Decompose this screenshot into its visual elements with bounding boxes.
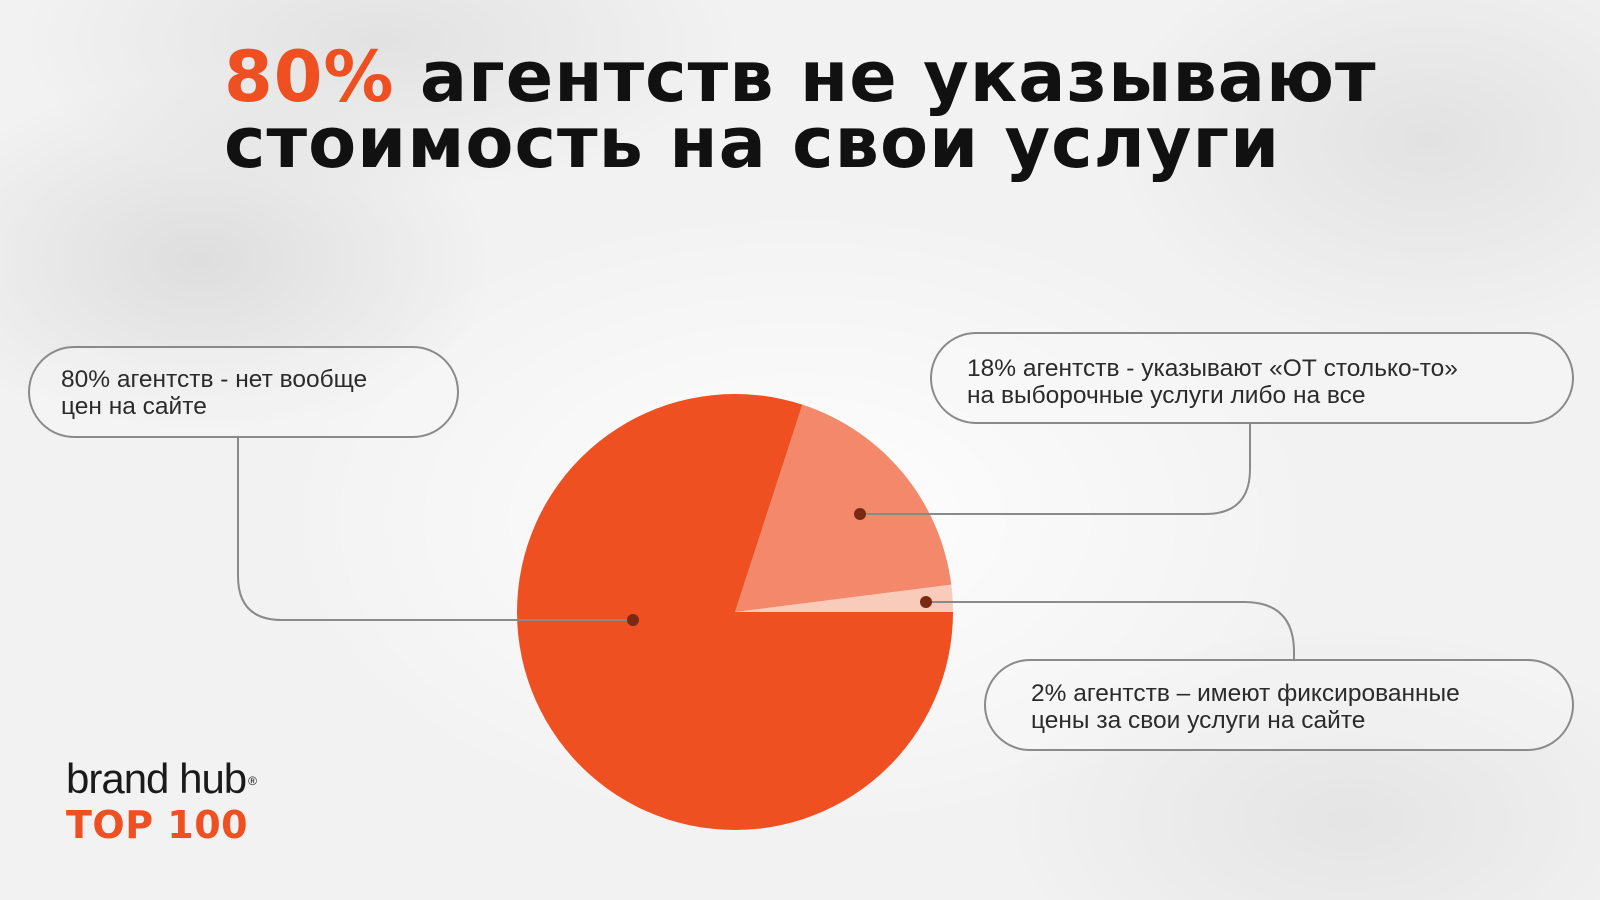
pie-slice-no-prices bbox=[517, 393, 953, 831]
marker-dot-fixed-prices bbox=[920, 596, 932, 608]
callout-no-prices-line-1: 80% агентств - нет вообще bbox=[61, 366, 368, 393]
brand-tagline: TOP 100 bbox=[66, 803, 249, 847]
callout-from-prices-line-1: 18% агентств - указывают «ОТ столько-то» bbox=[967, 355, 1458, 382]
pie-slices bbox=[517, 393, 953, 831]
callout-no-prices: 80% агентств - нет вообще цен на сайте bbox=[28, 346, 459, 438]
callout-fixed-prices-line-2: цены за свои услуги на сайте bbox=[1031, 707, 1366, 734]
marker-dot-from-prices bbox=[854, 508, 866, 520]
callout-fixed-prices-line-1: 2% агентств – имеют фиксированные bbox=[1031, 680, 1460, 707]
leader-line-from-prices bbox=[860, 424, 1251, 515]
callout-fixed-prices: 2% агентств – имеют фиксированные цены з… bbox=[984, 659, 1574, 751]
title-line-2: стоимость на свои услуги bbox=[224, 102, 1281, 184]
leader-line-no-prices bbox=[237, 438, 633, 621]
brand-name-text: brand hub bbox=[66, 755, 247, 802]
page-title: 80% агентств не указывают стоимость на с… bbox=[224, 42, 1377, 184]
callout-from-prices-line-2: на выборочные услуги либо на все bbox=[967, 382, 1366, 409]
title-line-1-rest: агентств не указывают bbox=[394, 36, 1377, 118]
marker-dot-no-prices bbox=[627, 614, 639, 626]
leader-lines bbox=[237, 424, 1295, 659]
pie-slice-fixed-prices bbox=[735, 584, 953, 612]
callout-from-prices: 18% агентств - указывают «ОТ столько-то»… bbox=[930, 332, 1574, 424]
brand-name: brand hub ® bbox=[66, 755, 257, 802]
registered-mark-icon: ® bbox=[248, 774, 257, 788]
slice-markers bbox=[627, 508, 932, 626]
title-line-1: 80% агентств не указывают bbox=[224, 42, 1377, 112]
leader-line-fixed-prices bbox=[926, 601, 1295, 659]
title-accent: 80% bbox=[224, 36, 395, 118]
brand-logo: brand hub ® TOP 100 bbox=[66, 755, 257, 849]
pie-slice-from-prices bbox=[735, 404, 952, 612]
callout-no-prices-line-2: цен на сайте bbox=[61, 393, 207, 420]
